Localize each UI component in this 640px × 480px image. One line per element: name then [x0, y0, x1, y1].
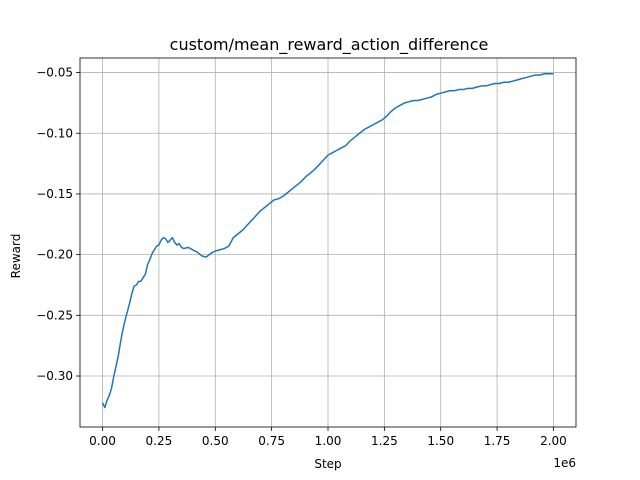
- y-tick-label: −0.10: [36, 126, 73, 140]
- x-tick-label: 0.50: [202, 434, 229, 448]
- x-axis: 0.00 0.25 0.50 0.75 1.00 1.25 1.50 1.75 2.00: [89, 427, 567, 448]
- chart-title: custom/mean_reward_action_difference: [170, 35, 489, 55]
- x-tick-label: 0.00: [89, 434, 116, 448]
- y-tick-label: −0.15: [36, 187, 73, 201]
- grid: [80, 58, 576, 427]
- x-tick-label: 2.00: [540, 434, 567, 448]
- x-tick-label: 1.00: [315, 434, 342, 448]
- y-tick-label: −0.25: [36, 308, 73, 322]
- x-axis-label: Step: [314, 457, 341, 471]
- x-tick-label: 0.25: [146, 434, 173, 448]
- y-tick-label: −0.20: [36, 248, 73, 262]
- x-tick-label: 1.25: [371, 434, 398, 448]
- x-tick-label: 1.75: [484, 434, 511, 448]
- x-axis-offset-label: 1e6: [553, 456, 576, 470]
- x-tick-label: 0.75: [258, 434, 285, 448]
- y-tick-label: −0.05: [36, 66, 73, 80]
- y-axis: −0.30 −0.25 −0.20 −0.15 −0.10 −0.05: [36, 66, 80, 383]
- y-tick-label: −0.30: [36, 369, 73, 383]
- x-tick-label: 1.50: [427, 434, 454, 448]
- series-line: [101, 73, 554, 409]
- y-axis-label: Reward: [9, 234, 23, 279]
